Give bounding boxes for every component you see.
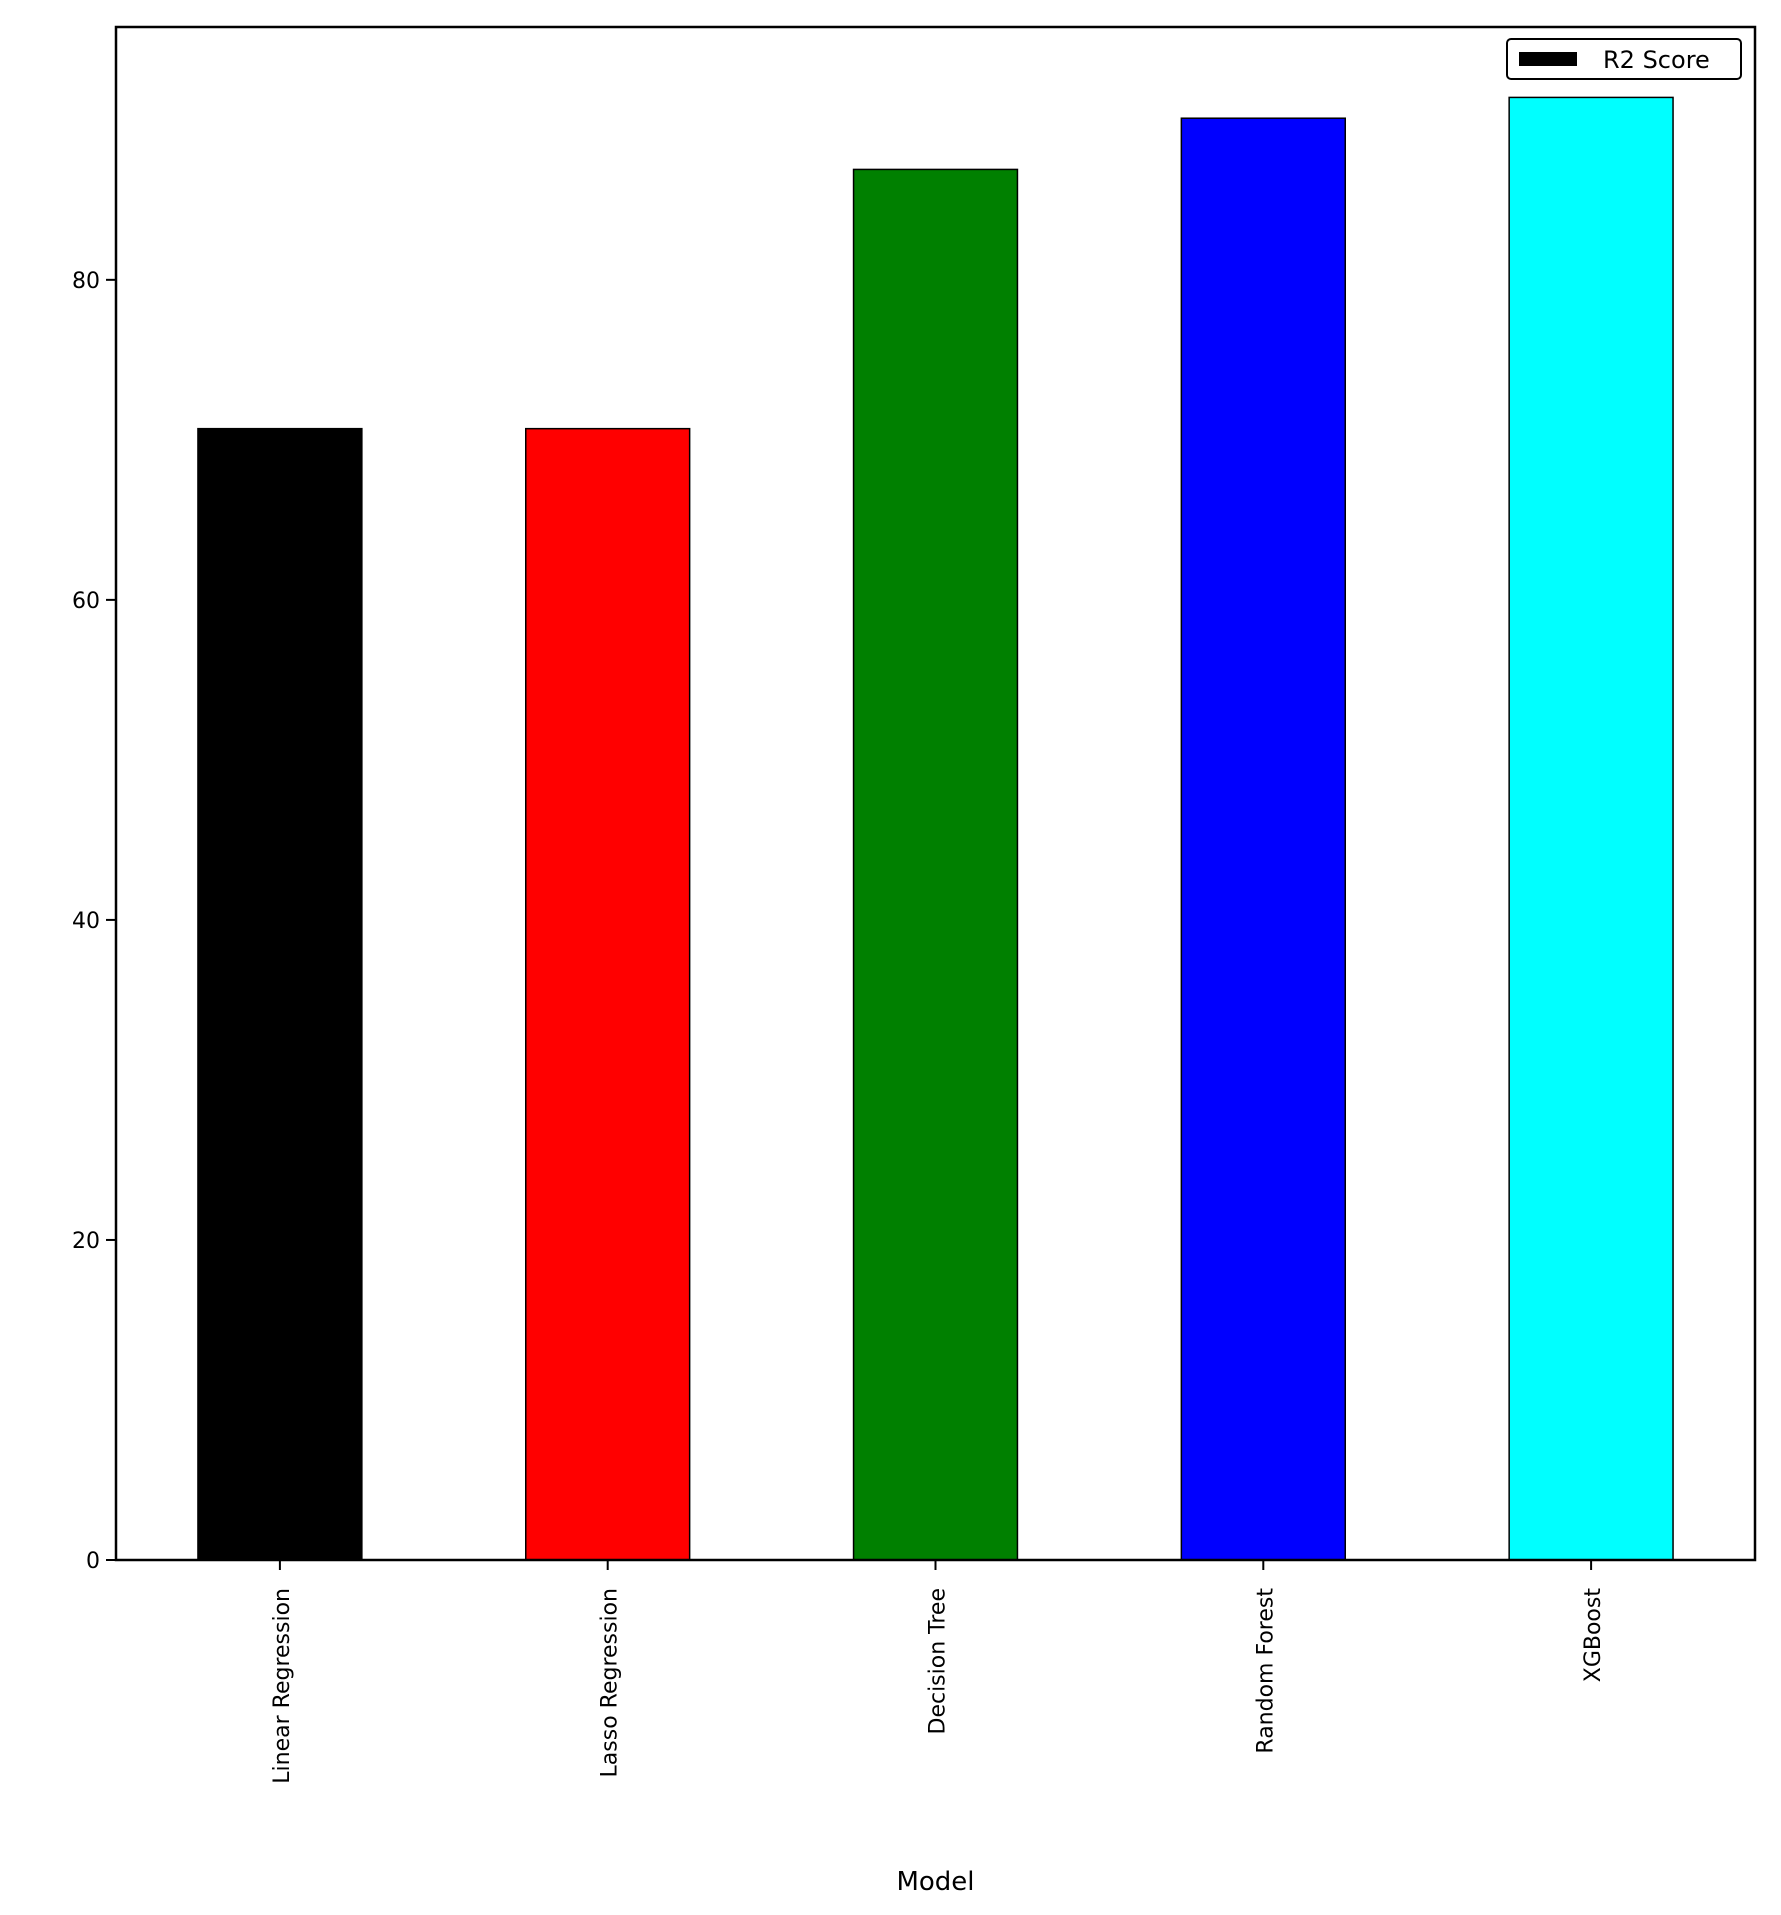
bar-random-forest [1180,117,1346,1561]
legend-box [1506,38,1742,80]
legend: R2 Score [1506,38,1742,80]
bar-linear-regression [197,427,363,1561]
x-axis: Linear Regression Lasso Regression Decisio… [270,1560,1606,1784]
x-tick-label-xgboost: XGBoost [1581,1588,1606,1683]
x-tick-label-lasso-regression: Lasso Regression [598,1588,623,1777]
y-tick-label: 20 [72,1229,100,1254]
x-tick-label-decision-tree: Decision Tree [926,1588,951,1735]
bars-group [197,96,1674,1561]
bar-lasso-regression [525,427,691,1561]
x-axis-title: Model [896,1867,974,1897]
y-axis: 0 20 40 60 80 [72,269,116,1574]
y-tick-label: 80 [72,269,100,294]
x-tick-label-random-forest: Random Forest [1253,1588,1278,1754]
bar-xgboost [1508,96,1674,1561]
plot-frame [114,25,1757,1562]
y-tick-label: 60 [72,589,100,614]
legend-label-r2-score: R2 Score [1603,46,1710,74]
y-tick-label: 0 [86,1549,100,1574]
y-tick-label: 40 [72,909,100,934]
x-tick-label-linear-regression: Linear Regression [270,1588,295,1784]
bar-decision-tree [852,168,1019,1561]
legend-swatch [1519,52,1577,66]
